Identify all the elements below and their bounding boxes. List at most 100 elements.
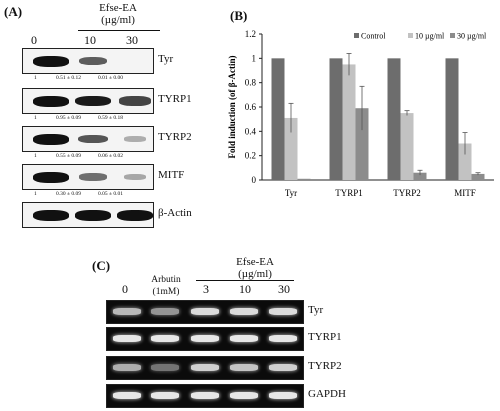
gel-band — [269, 364, 297, 371]
blot-protein-label: MITF — [158, 169, 185, 181]
panel-a-lane-10: 10 — [84, 33, 96, 47]
bar — [413, 172, 427, 180]
panel-c-treatment-name: Efse-EA — [236, 256, 274, 268]
y-tick-label: 0.6 — [245, 102, 257, 112]
bar — [355, 108, 369, 180]
legend-label: 10 µg/ml — [415, 32, 445, 41]
bar — [471, 173, 485, 180]
x-tick-label: TYRP1 — [335, 188, 363, 198]
blot-tyr — [22, 48, 154, 74]
blot-band — [78, 134, 108, 144]
bar — [458, 143, 472, 180]
gel-band — [113, 335, 141, 342]
blot-protein-label: β-Actin — [158, 207, 192, 219]
blot-quant-value: 0.51 ± 0.12 — [56, 75, 82, 81]
panel-c-treatment-label: Efse-EA (µg/ml) — [205, 256, 305, 280]
blot-protein-label: Tyr — [158, 53, 174, 65]
x-tick-label: TYRP2 — [393, 188, 421, 198]
legend-label: Control — [361, 32, 386, 41]
gel-band — [230, 308, 258, 315]
panel-a-treatment-label: Efse-EA (µg/ml) — [68, 2, 168, 26]
bar — [445, 58, 459, 180]
gel-band — [151, 392, 179, 399]
bar — [271, 58, 285, 180]
blot-quant-value: 1 — [34, 75, 37, 81]
blot-tyrp2 — [22, 126, 154, 152]
gel-band — [269, 308, 297, 315]
blot-protein-label: TYRP2 — [158, 131, 192, 143]
gel-gapdh — [106, 384, 304, 408]
legend-swatch — [354, 33, 359, 38]
bar — [342, 64, 356, 180]
panel-c-arbutin-name: Arbutin — [151, 275, 181, 285]
gel-gene-label: TYRP2 — [308, 360, 342, 372]
gel-band — [151, 308, 179, 315]
gel-tyr — [106, 300, 304, 324]
y-tick-label: 0.2 — [245, 151, 256, 161]
panel-c-label: (C) — [92, 258, 111, 273]
gel-band — [230, 364, 258, 371]
y-tick-label: 0.4 — [245, 126, 257, 136]
bar — [400, 113, 414, 180]
gel-band — [269, 335, 297, 342]
blot-quant-value: 0.55 ± 0.09 — [56, 153, 82, 159]
bar — [284, 117, 298, 180]
blot-band — [33, 171, 69, 183]
blot-band — [33, 95, 69, 107]
blot-band — [119, 96, 151, 106]
panel-c-lane-10: 10 — [239, 282, 251, 296]
y-tick-label: 0.8 — [245, 78, 257, 88]
y-tick-label: 0 — [252, 175, 257, 185]
blot-tyrp1 — [22, 88, 154, 114]
gel-band — [151, 364, 179, 371]
blot-protein-label: TYRP1 — [158, 93, 192, 105]
gel-band — [191, 335, 219, 342]
gel-band — [151, 335, 179, 342]
blot-band — [124, 174, 146, 180]
blot-band — [33, 209, 69, 221]
gel-band — [113, 392, 141, 399]
y-tick-label: 1.2 — [245, 29, 256, 39]
panel-a-lane-30: 30 — [126, 33, 138, 47]
fold-induction-chart: 0 0.2 0.4 0.6 0.8 1 1.2 Fold induction (of β-Ac… — [227, 29, 494, 198]
blot-quant-value: 0.05 ± 0.01 — [98, 191, 124, 197]
y-axis-title: Fold induction (of β-Actin) — [227, 56, 237, 159]
panel-c-lane-3: 3 — [203, 282, 209, 296]
blot-band — [75, 209, 111, 221]
panel-c-arbutin-label: Arbutin (1mM) — [146, 274, 186, 298]
gel-band — [191, 392, 219, 399]
bar — [329, 58, 343, 180]
gel-gene-label: Tyr — [308, 304, 324, 316]
panel-a-label: (A) — [4, 4, 23, 19]
gel-band — [113, 308, 141, 315]
blot-mitf — [22, 164, 154, 190]
panel-a-lane-0: 0 — [31, 33, 37, 47]
blot-band — [33, 133, 69, 145]
blot-band — [75, 95, 111, 107]
blot-band — [33, 55, 69, 67]
gel-band — [230, 335, 258, 342]
blot-quant-value: 0.01 ± 0.00 — [98, 75, 124, 81]
legend-label: 30 µg/ml — [457, 32, 487, 41]
gel-tyrp2 — [106, 356, 304, 380]
blot-band — [78, 56, 108, 66]
panel-c-lane-30: 30 — [278, 282, 290, 296]
panel-b-label: (B) — [230, 8, 248, 23]
blot-band — [117, 209, 153, 221]
blot--actin — [22, 202, 154, 228]
blot-quant-value: 1 — [34, 191, 37, 197]
gel-gene-label: TYRP1 — [308, 331, 342, 343]
bar — [297, 178, 311, 180]
legend-swatch — [408, 33, 413, 38]
blot-quant-value: 1 — [34, 115, 37, 121]
gel-band — [113, 364, 141, 371]
panel-a-treatment-bracket — [78, 30, 160, 31]
gel-band — [230, 392, 258, 399]
panel-c-lane-0: 0 — [122, 282, 128, 296]
blot-quant-value: 0.59 ± 0.18 — [98, 115, 124, 121]
bar — [387, 58, 401, 180]
panel-a-treatment-name: Efse-EA — [99, 2, 137, 14]
x-tick-label: Tyr — [285, 188, 297, 198]
blot-quant-value: 0.06 ± 0.02 — [98, 153, 124, 159]
gel-band — [269, 392, 297, 399]
